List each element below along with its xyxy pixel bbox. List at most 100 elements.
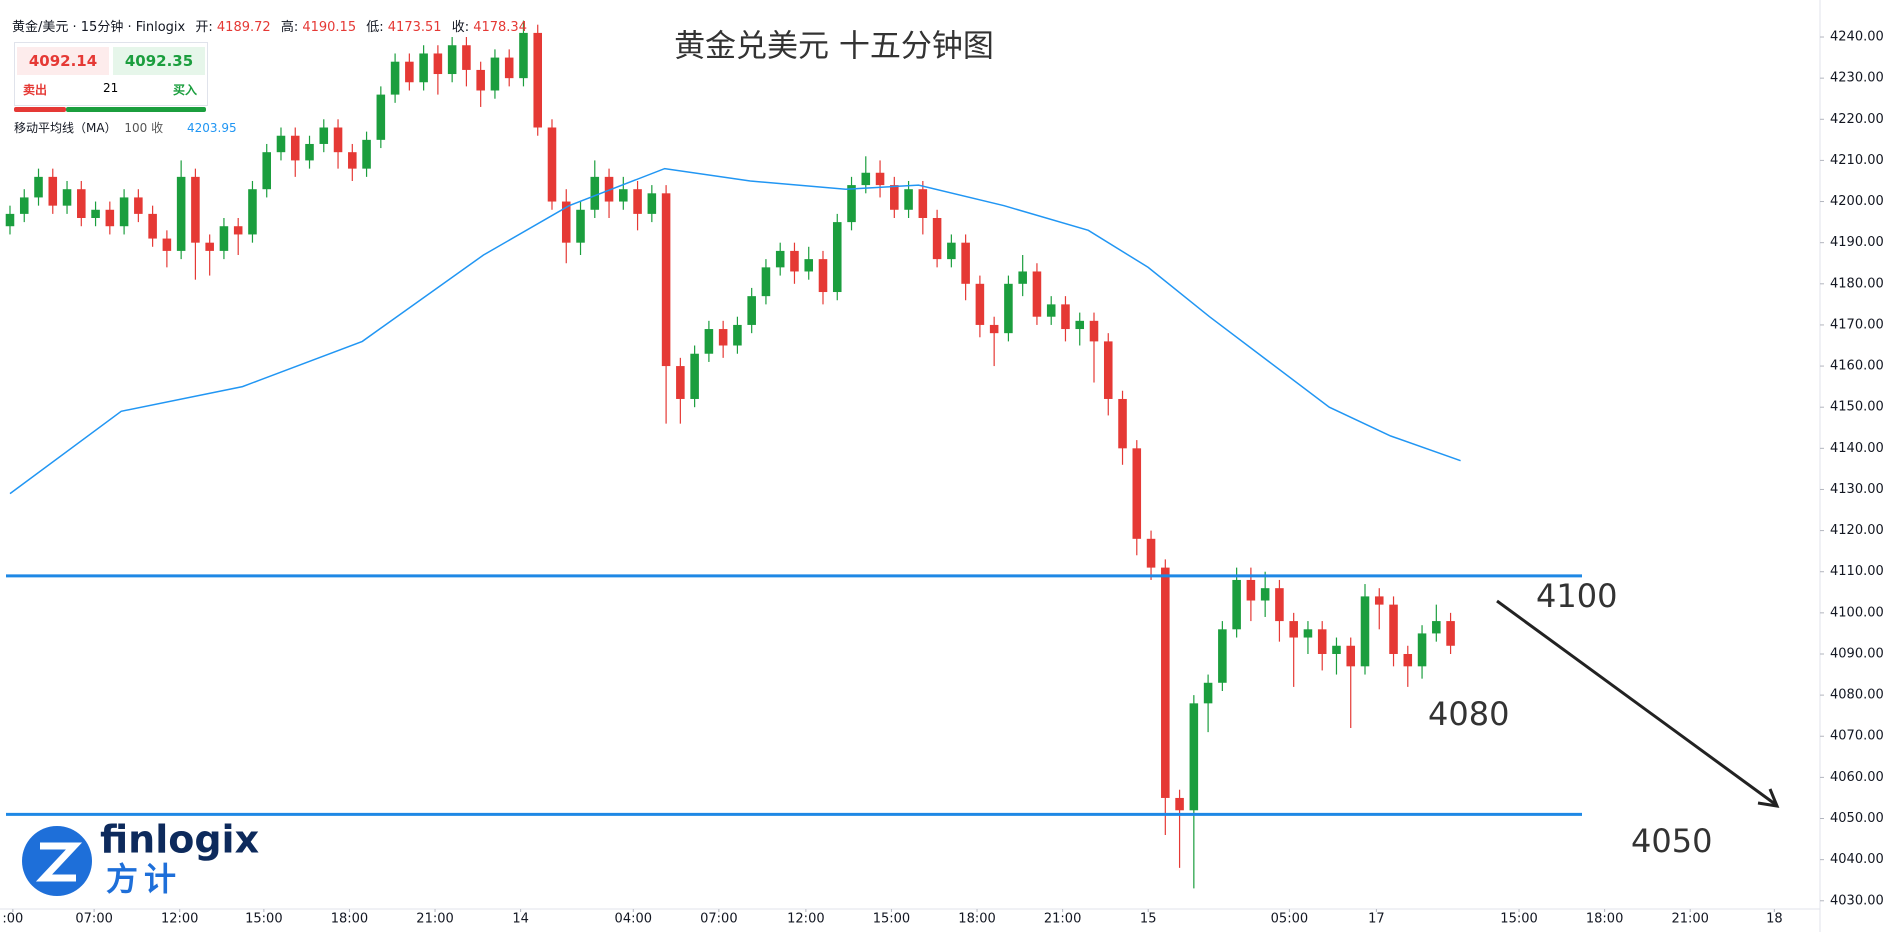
y-tick-label: 4040.00 (1830, 852, 1884, 867)
candle-body (1346, 645, 1356, 667)
annotation: 4080 (1428, 695, 1510, 733)
x-tick-label: 18:00 (1586, 912, 1623, 927)
candle-body (462, 45, 471, 70)
candle-body (262, 152, 272, 190)
sell-label[interactable]: 卖出 (23, 83, 48, 97)
x-tick-label: 17 (1368, 912, 1385, 927)
candle-body (533, 32, 543, 128)
candle-body (191, 176, 200, 243)
x-tick-label: 12:00 (161, 912, 198, 927)
candle-body (1203, 682, 1213, 704)
close-label: 收: (451, 20, 470, 35)
candle-body (633, 189, 642, 214)
x-tick-label: 18:00 (958, 912, 995, 927)
candle-body (1089, 320, 1099, 342)
candle-body (1446, 621, 1455, 646)
x-tick-label: 15:00 (873, 912, 910, 927)
candle-body (989, 324, 999, 334)
y-tick-label: 4240.00 (1830, 30, 1884, 45)
y-tick-label: 4170.00 (1830, 317, 1884, 332)
candle-body (1389, 604, 1398, 654)
y-tick-label: 4060.00 (1830, 770, 1884, 785)
candle-body (62, 189, 72, 206)
candle-body (561, 201, 571, 243)
candle-body (547, 127, 557, 202)
y-tick-label: 4130.00 (1830, 482, 1884, 497)
candle-body (676, 366, 685, 399)
candle-body (1175, 797, 1184, 811)
y-tick-label: 4210.00 (1830, 153, 1884, 168)
candle-body (804, 259, 814, 272)
candle-body (1232, 579, 1241, 630)
sell-price[interactable]: 4092.14 (17, 47, 109, 75)
y-tick-label: 4050.00 (1830, 811, 1884, 826)
x-tick-label: 15:00 (1500, 912, 1537, 927)
low-value: 4173.51 (387, 20, 442, 35)
ma-params: 100 收 (124, 121, 164, 135)
candle-body (661, 193, 671, 367)
candle-body (1118, 398, 1127, 449)
candle-body (333, 127, 343, 153)
candle-body (790, 250, 799, 272)
candle-body (890, 185, 899, 210)
y-tick-label: 4230.00 (1830, 71, 1884, 86)
candle-body (861, 172, 871, 186)
chart-title: 黄金兑美元 十五分钟图 (674, 29, 994, 65)
candle-body (91, 209, 100, 218)
y-tick-label: 4160.00 (1830, 359, 1884, 374)
x-tick-label: 05:00 (1271, 912, 1308, 927)
candle-body (362, 139, 371, 169)
y-tick-label: 4100.00 (1830, 605, 1884, 620)
candle-body (1360, 596, 1370, 667)
y-tick-label: 4140.00 (1830, 441, 1884, 456)
candle-body (1332, 645, 1341, 654)
candle-body (904, 189, 913, 210)
candle-body (775, 250, 785, 268)
buy-price[interactable]: 4092.35 (113, 47, 205, 75)
x-tick-label: :00 (2, 912, 23, 927)
high-label: 高: (280, 20, 299, 35)
candle-body (832, 222, 842, 293)
candle-body (604, 176, 614, 202)
candle-body (961, 242, 970, 284)
x-tick-label: 15:00 (245, 912, 282, 927)
candle-body (348, 152, 357, 169)
buy-label[interactable]: 买入 (173, 83, 198, 97)
candle-body (305, 143, 314, 161)
candle-body (276, 135, 286, 153)
candle-body (1303, 629, 1313, 638)
y-tick-label: 4080.00 (1830, 688, 1884, 703)
candle-body (1161, 567, 1170, 798)
candle-body (1289, 621, 1298, 638)
candle-body (233, 226, 243, 235)
y-tick-label: 4180.00 (1830, 276, 1884, 291)
candle-body (704, 329, 714, 354)
y-tick-label: 4110.00 (1830, 564, 1884, 579)
candle-body (376, 94, 386, 140)
candle-body (1103, 341, 1113, 399)
buy-bar (66, 107, 206, 112)
candle-body (504, 57, 514, 79)
high-value: 4190.15 (302, 20, 357, 35)
quote-box: 4092.14 4092.35 卖出 21 买入 (14, 42, 208, 106)
candle-body (761, 267, 771, 297)
candle-body (290, 135, 300, 161)
candle-body (619, 189, 628, 202)
candle-body (1403, 653, 1413, 667)
candle-body (77, 189, 86, 218)
candle-body (1075, 320, 1085, 330)
logo: finlogix 方计 (22, 818, 259, 898)
candle-body (134, 197, 143, 214)
candle-body (1004, 283, 1013, 334)
candle-body (1032, 271, 1042, 317)
x-tick-label: 14 (512, 912, 529, 927)
candle-body (476, 69, 485, 91)
close-value: 4178.34 (473, 20, 527, 35)
candle-body (690, 353, 699, 399)
candle-body (433, 53, 443, 75)
candle-body (34, 176, 43, 198)
candle-body (875, 172, 885, 186)
candle-body (447, 45, 457, 75)
candle-body (319, 127, 329, 144)
y-tick-label: 4120.00 (1830, 523, 1884, 538)
